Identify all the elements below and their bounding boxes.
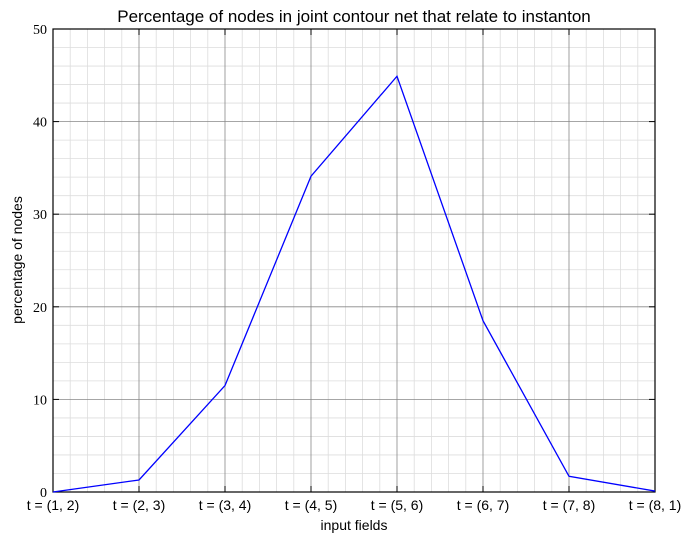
y-tick-label: 30: [33, 208, 47, 223]
data-line: [52, 74, 656, 493]
x-tick-label: t = (5, 6): [371, 497, 424, 513]
chart-title: Percentage of nodes in joint contour net…: [117, 7, 591, 26]
y-tick-label: 10: [33, 393, 47, 408]
y-tick-label: 0: [40, 486, 47, 501]
x-tick-label: t = (2, 3): [113, 497, 166, 513]
x-tick-label: t = (3, 4): [199, 497, 252, 513]
y-axis-label: percentage of nodes: [9, 196, 25, 324]
x-tick-label: t = (4, 5): [285, 497, 338, 513]
x-tick-label: t = (8, 1): [629, 497, 682, 513]
x-tick-label: t = (6, 7): [457, 497, 510, 513]
y-tick-label: 20: [33, 301, 47, 316]
x-tick-label: t = (7, 8): [543, 497, 596, 513]
x-tick-label: t = (1, 2): [27, 497, 80, 513]
plot-frame: [52, 28, 656, 493]
y-tick-label: 40: [33, 116, 47, 131]
y-tick-label: 50: [33, 23, 47, 38]
x-axis-label: input fields: [321, 517, 388, 533]
